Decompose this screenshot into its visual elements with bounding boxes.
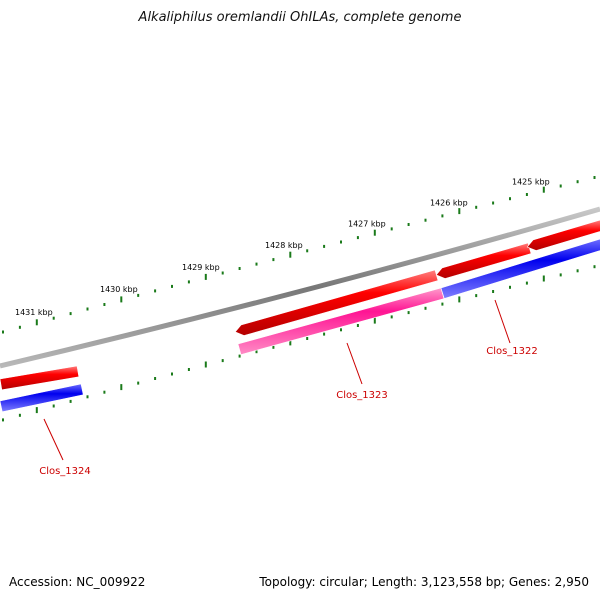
scale-tick [306, 337, 309, 340]
scale-tick [576, 269, 579, 273]
gene-callout-line [346, 342, 363, 385]
scale-tick [86, 307, 89, 311]
scale-tick [204, 273, 207, 280]
scale-tick [559, 273, 562, 277]
scale-tick [221, 271, 224, 275]
cds-feature [0, 365, 80, 391]
scale-tick [492, 201, 495, 205]
scale-tick [356, 236, 359, 240]
scale-tick [86, 395, 89, 399]
scale-tick [542, 275, 545, 282]
genome-backbone [0, 206, 600, 369]
scale-tick [407, 223, 410, 226]
scale-tick [356, 324, 359, 327]
scale-label: 1430 kbp [100, 285, 138, 294]
map-title: Alkaliphilus oremlandii OhILAs, complete… [138, 10, 462, 25]
scale-tick [204, 361, 207, 368]
scale-tick [306, 249, 309, 253]
scale-tick [171, 284, 173, 288]
scale-labels: 1425 kbp 1426 kbp 1427 kbp 1428 kbp 1429 kbp… [15, 178, 550, 317]
scale-tick [2, 330, 4, 334]
scale-tick [390, 227, 393, 231]
scale-tick [559, 184, 562, 188]
gene-feature [237, 287, 445, 355]
scale-tick [255, 350, 258, 354]
scale-tick [255, 262, 258, 266]
scale-tick [407, 311, 410, 315]
scale-tick [2, 418, 4, 422]
scale-tick [424, 306, 427, 310]
scale-tick [272, 345, 275, 349]
scale-tick [323, 244, 326, 248]
scale-label: 1427 kbp [348, 219, 386, 228]
scale-tick [441, 214, 444, 218]
inner-scale-ticks [2, 265, 596, 422]
scale-tick [18, 325, 21, 329]
scale-label: 1429 kbp [182, 263, 220, 272]
scale-tick [475, 205, 478, 209]
scale-tick [593, 176, 596, 179]
scale-tick [52, 404, 55, 408]
scale-tick [289, 251, 292, 258]
scale-tick [441, 302, 444, 306]
scale-tick [69, 399, 72, 403]
scale-tick [120, 384, 123, 391]
scale-tick [390, 315, 393, 319]
scale-label: 1431 kbp [15, 308, 53, 317]
scale-tick [289, 339, 292, 346]
scale-tick [525, 193, 528, 196]
scale-tick [509, 197, 511, 201]
scale-tick [137, 293, 140, 297]
scale-tick [542, 186, 545, 193]
scale-tick [340, 328, 342, 332]
scale-tick [238, 267, 241, 270]
gene-callout-line [494, 299, 511, 344]
genome-summary: Topology: circular; Length: 3,123,558 bp… [259, 575, 589, 589]
scale-label: 1426 kbp [430, 198, 468, 207]
scale-tick [458, 208, 461, 215]
scale-tick [171, 372, 173, 376]
scale-tick [120, 296, 123, 303]
outer-scale-ticks [2, 176, 596, 334]
scale-tick [424, 218, 427, 222]
scale-tick [221, 359, 224, 363]
scale-tick [154, 377, 157, 380]
scale-tick [525, 281, 528, 285]
scale-tick [103, 303, 106, 306]
accession-text: Accession: NC_009922 [9, 575, 146, 589]
gene-label: Clos_1322 [486, 346, 538, 357]
scale-tick [272, 258, 275, 262]
scale-tick [340, 240, 342, 244]
scale-tick [458, 296, 461, 303]
scale-tick [238, 354, 241, 358]
scale-tick [52, 316, 55, 320]
gene-feature [0, 383, 84, 413]
cds-feature [526, 219, 600, 251]
scale-tick [18, 413, 21, 417]
cds-feature [435, 242, 532, 279]
gene-feature [440, 238, 600, 299]
scale-tick [373, 317, 376, 324]
scale-tick [373, 229, 376, 236]
gene-label: Clos_1323 [336, 390, 388, 401]
scale-tick [35, 319, 38, 326]
scale-tick [187, 280, 190, 284]
scale-tick [35, 407, 38, 414]
scale-tick [509, 285, 511, 289]
scale-tick [137, 381, 140, 385]
scale-tick [69, 312, 72, 316]
scale-tick [323, 332, 326, 336]
scale-label: 1425 kbp [512, 178, 550, 187]
gene-callout-line [43, 418, 64, 461]
scale-tick [187, 368, 190, 371]
scale-tick [154, 289, 157, 293]
scale-label: 1428 kbp [265, 241, 303, 250]
gene-label: Clos_1324 [39, 466, 91, 477]
scale-tick [576, 180, 579, 184]
scale-tick [475, 294, 478, 298]
scale-tick [593, 265, 596, 269]
scale-tick [492, 290, 495, 293]
scale-tick [103, 390, 106, 394]
